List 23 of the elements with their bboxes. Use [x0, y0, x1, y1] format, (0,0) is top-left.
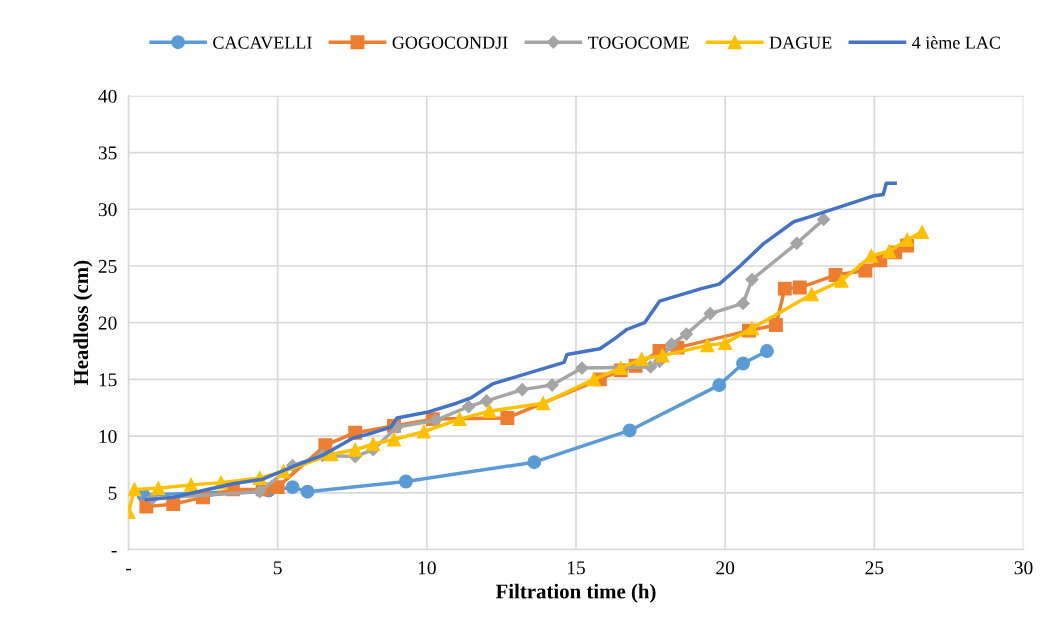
x-tick-label: 25 — [865, 561, 884, 575]
y-axis-title: Headloss (cm) — [73, 260, 93, 386]
legend-label: 4 ième LAC — [912, 35, 1000, 49]
y-tick-label: - — [111, 550, 117, 553]
y-tick-label: 5 — [108, 486, 117, 500]
y-tick-label: 25 — [98, 259, 117, 273]
x-tick-label: 20 — [716, 561, 735, 575]
y-tick-label: 40 — [98, 89, 117, 103]
y-tick-label: 10 — [99, 429, 117, 444]
legend-label: CACAVELLI — [213, 36, 312, 49]
x-tick-label: 10 — [418, 561, 436, 575]
legend-label: GOGOCONDJI — [392, 36, 508, 49]
x-tick-label: 30 — [1014, 561, 1033, 575]
y-tick-label: 35 — [98, 146, 117, 160]
y-tick-label: 30 — [98, 203, 117, 217]
y-tick-label: 15 — [99, 373, 117, 387]
x-tick-label: 15 — [567, 561, 585, 575]
x-tick-label: 5 — [273, 561, 282, 575]
x-tick-label: - — [125, 568, 131, 571]
x-axis-title: Filtration time (h) — [495, 583, 656, 603]
legend-label: TOGOCOME — [587, 36, 689, 49]
y-tick-label: 20 — [98, 316, 117, 330]
legend-label: DAGUE — [769, 36, 832, 49]
